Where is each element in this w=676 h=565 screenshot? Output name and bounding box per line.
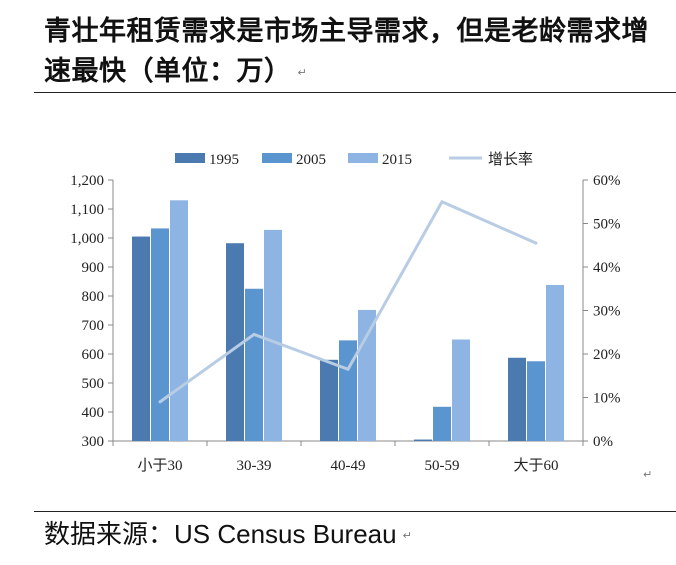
bar-2005 <box>339 340 357 441</box>
source-label: 数据来源： <box>44 520 175 550</box>
bar-1995 <box>414 439 432 441</box>
bar-2015 <box>170 200 188 441</box>
y-tick-label: 700 <box>82 318 105 334</box>
bar-2015 <box>452 339 470 441</box>
growth-rate-point <box>534 241 538 245</box>
top-divider <box>34 92 676 93</box>
data-source: 数据来源：US Census Bureau ↵ <box>44 516 412 554</box>
y2-tick-label: 50% <box>593 217 621 233</box>
bar-1995 <box>508 357 526 441</box>
growth-rate-point <box>440 200 444 204</box>
source-name: US Census Bureau <box>174 519 397 549</box>
legend-label: 1995 <box>209 152 239 168</box>
y-tick-label: 500 <box>82 376 105 392</box>
x-tick-label: 50-59 <box>425 458 460 474</box>
y-tick-label: 900 <box>82 260 105 276</box>
y2-tick-label: 10% <box>593 391 621 407</box>
y2-tick-label: 40% <box>593 260 621 276</box>
legend-label: 增长率 <box>488 151 533 168</box>
y2-tick-label: 0% <box>593 434 613 450</box>
y-tick-label: 1,000 <box>70 231 104 247</box>
y2-tick-label: 60% <box>593 173 621 189</box>
legend-label: 2005 <box>296 152 326 168</box>
y-tick-label: 800 <box>82 289 105 305</box>
bar-2015 <box>546 284 564 441</box>
x-tick-label: 小于30 <box>137 457 182 474</box>
chart-paragraph-mark-icon: ↵ <box>643 468 652 481</box>
legend-swatch-1995 <box>175 153 205 163</box>
legend-swatch-2005 <box>262 153 292 163</box>
chart-title-text: 青壮年租赁需求是市场主导需求，但是老龄需求增速最快（单位：万） <box>44 16 649 87</box>
source-paragraph-mark-icon: ↵ <box>402 528 412 542</box>
bar-2015 <box>358 309 376 441</box>
y-tick-label: 400 <box>82 405 105 421</box>
bar-2015 <box>264 229 282 441</box>
paragraph-mark-icon: ↵ <box>297 65 308 79</box>
x-tick-label: 40-49 <box>331 458 366 474</box>
growth-rate-point <box>158 400 162 404</box>
chart-title: 青壮年租赁需求是市场主导需求，但是老龄需求增速最快（单位：万） ↵ <box>44 12 664 93</box>
legend-swatch-2015 <box>348 153 378 163</box>
bar-1995 <box>132 236 150 441</box>
growth-rate-point <box>346 367 350 371</box>
bottom-divider <box>34 511 676 512</box>
bar-2005 <box>151 228 169 441</box>
growth-rate-point <box>252 332 256 336</box>
x-tick-label: 30-39 <box>237 458 272 474</box>
y2-tick-label: 20% <box>593 347 621 363</box>
bar-1995 <box>226 243 244 441</box>
y-tick-label: 1,100 <box>70 202 104 218</box>
x-tick-label: 大于60 <box>513 457 558 474</box>
bar-2005 <box>433 406 451 441</box>
y2-tick-label: 30% <box>593 304 621 320</box>
bar-1995 <box>320 359 338 441</box>
y-tick-label: 300 <box>82 434 105 450</box>
legend-label: 2015 <box>382 152 412 168</box>
y-tick-label: 1,200 <box>70 173 104 189</box>
bar-2005 <box>527 361 545 441</box>
y-tick-label: 600 <box>82 347 105 363</box>
bar-2005 <box>245 288 263 441</box>
bar-line-chart: 300 400 500 600 700 800 900 1,000 1,100 1,200 0% 10… <box>70 151 652 481</box>
